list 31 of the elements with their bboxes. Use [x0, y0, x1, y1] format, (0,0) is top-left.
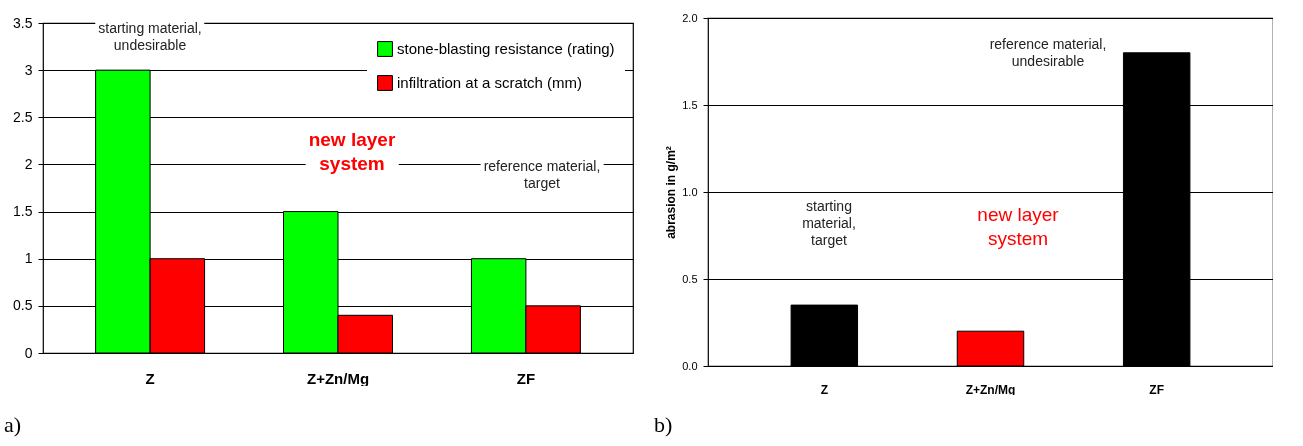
- x-tick-label: Z: [820, 382, 828, 397]
- x-tick-label: ZF: [1149, 382, 1165, 397]
- x-tick-label: Z+Zn/Mg: [306, 369, 370, 387]
- legend-label: infiltration at a scratch (mm): [397, 74, 583, 91]
- y-tick-label: 2.0: [682, 11, 698, 24]
- y-tick-label: 0.5: [682, 272, 698, 285]
- y-tick-label: 3.5: [13, 14, 33, 31]
- y-tick-label: 0.5: [13, 297, 33, 314]
- text: a): [4, 412, 22, 438]
- annotation: starting material, undesirable: [95, 20, 205, 54]
- annotation: reference material, target: [480, 158, 604, 192]
- x-tick-label: Z: [145, 369, 155, 387]
- bar: [790, 304, 859, 367]
- y-tick-label: 1.5: [13, 203, 33, 220]
- bar: [956, 330, 1025, 367]
- y-tick-label: 2: [24, 155, 33, 172]
- y-tick-label: 0: [24, 344, 33, 361]
- text: b): [654, 412, 673, 438]
- y-tick-label: 2.5: [13, 108, 33, 125]
- legend-label: stone-blasting resistance (rating): [397, 40, 615, 57]
- y-tick-label: 1.0: [682, 185, 698, 198]
- y-axis-title: abrasion in g/m²: [664, 146, 679, 239]
- x-tick-label: ZF: [516, 369, 536, 387]
- annotation: reference material, undesirable: [986, 36, 1110, 70]
- annotation: new layer system: [974, 203, 1062, 251]
- y-tick-label: 3: [24, 61, 33, 78]
- y-tick-label: 1.5: [682, 98, 698, 111]
- annotation: starting material, target: [799, 198, 859, 249]
- y-tick-label: 0.0: [682, 359, 698, 372]
- y-tick-label: 1: [24, 250, 33, 267]
- annotation: new layer system: [305, 128, 399, 176]
